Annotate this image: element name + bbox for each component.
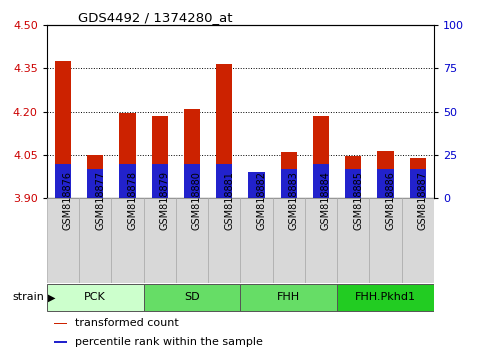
Bar xyxy=(152,164,168,198)
FancyBboxPatch shape xyxy=(47,198,79,283)
Text: GSM818881: GSM818881 xyxy=(224,171,234,230)
Text: GSM818885: GSM818885 xyxy=(353,171,363,230)
Bar xyxy=(248,172,265,198)
FancyBboxPatch shape xyxy=(337,198,369,283)
Bar xyxy=(248,188,265,198)
Text: FHH.Pkhd1: FHH.Pkhd1 xyxy=(355,292,416,302)
Text: GSM818879: GSM818879 xyxy=(160,171,170,230)
FancyBboxPatch shape xyxy=(176,198,208,283)
FancyBboxPatch shape xyxy=(143,198,176,283)
FancyBboxPatch shape xyxy=(337,284,434,311)
Text: SD: SD xyxy=(184,292,200,302)
Text: GSM818882: GSM818882 xyxy=(256,171,266,230)
Bar xyxy=(184,109,200,198)
Text: GSM818887: GSM818887 xyxy=(418,171,428,230)
Bar xyxy=(87,169,103,198)
Bar xyxy=(87,155,103,198)
Bar xyxy=(313,164,329,198)
Text: GSM818883: GSM818883 xyxy=(289,171,299,230)
Text: GSM818884: GSM818884 xyxy=(321,171,331,230)
Text: GSM818886: GSM818886 xyxy=(386,171,395,230)
Bar xyxy=(119,164,136,198)
Text: GSM818878: GSM818878 xyxy=(128,171,138,230)
FancyBboxPatch shape xyxy=(143,284,241,311)
Bar xyxy=(378,150,393,198)
Text: ▶: ▶ xyxy=(48,292,55,302)
FancyBboxPatch shape xyxy=(79,198,111,283)
Bar xyxy=(55,164,71,198)
Bar xyxy=(119,113,136,198)
Bar xyxy=(55,61,71,198)
FancyBboxPatch shape xyxy=(273,198,305,283)
Text: GDS4492 / 1374280_at: GDS4492 / 1374280_at xyxy=(78,11,232,24)
FancyBboxPatch shape xyxy=(111,198,143,283)
Bar xyxy=(378,169,393,198)
Bar xyxy=(152,116,168,198)
Bar xyxy=(281,152,297,198)
Text: PCK: PCK xyxy=(84,292,106,302)
FancyBboxPatch shape xyxy=(305,198,337,283)
Bar xyxy=(54,341,68,343)
Bar xyxy=(410,158,426,198)
Bar xyxy=(216,64,232,198)
Bar xyxy=(410,169,426,198)
Bar xyxy=(184,164,200,198)
FancyBboxPatch shape xyxy=(208,198,241,283)
Bar xyxy=(345,156,361,198)
Bar xyxy=(345,169,361,198)
FancyBboxPatch shape xyxy=(369,198,402,283)
Bar xyxy=(54,323,68,324)
FancyBboxPatch shape xyxy=(47,284,143,311)
Text: transformed count: transformed count xyxy=(75,318,179,329)
FancyBboxPatch shape xyxy=(241,198,273,283)
Text: strain: strain xyxy=(12,292,44,302)
Text: GSM818876: GSM818876 xyxy=(63,171,73,230)
FancyBboxPatch shape xyxy=(241,284,337,311)
Text: percentile rank within the sample: percentile rank within the sample xyxy=(75,337,263,347)
Text: FHH: FHH xyxy=(277,292,300,302)
Bar xyxy=(313,116,329,198)
Bar xyxy=(216,164,232,198)
Bar xyxy=(281,169,297,198)
FancyBboxPatch shape xyxy=(402,198,434,283)
Text: GSM818877: GSM818877 xyxy=(95,171,105,230)
Text: GSM818880: GSM818880 xyxy=(192,171,202,230)
